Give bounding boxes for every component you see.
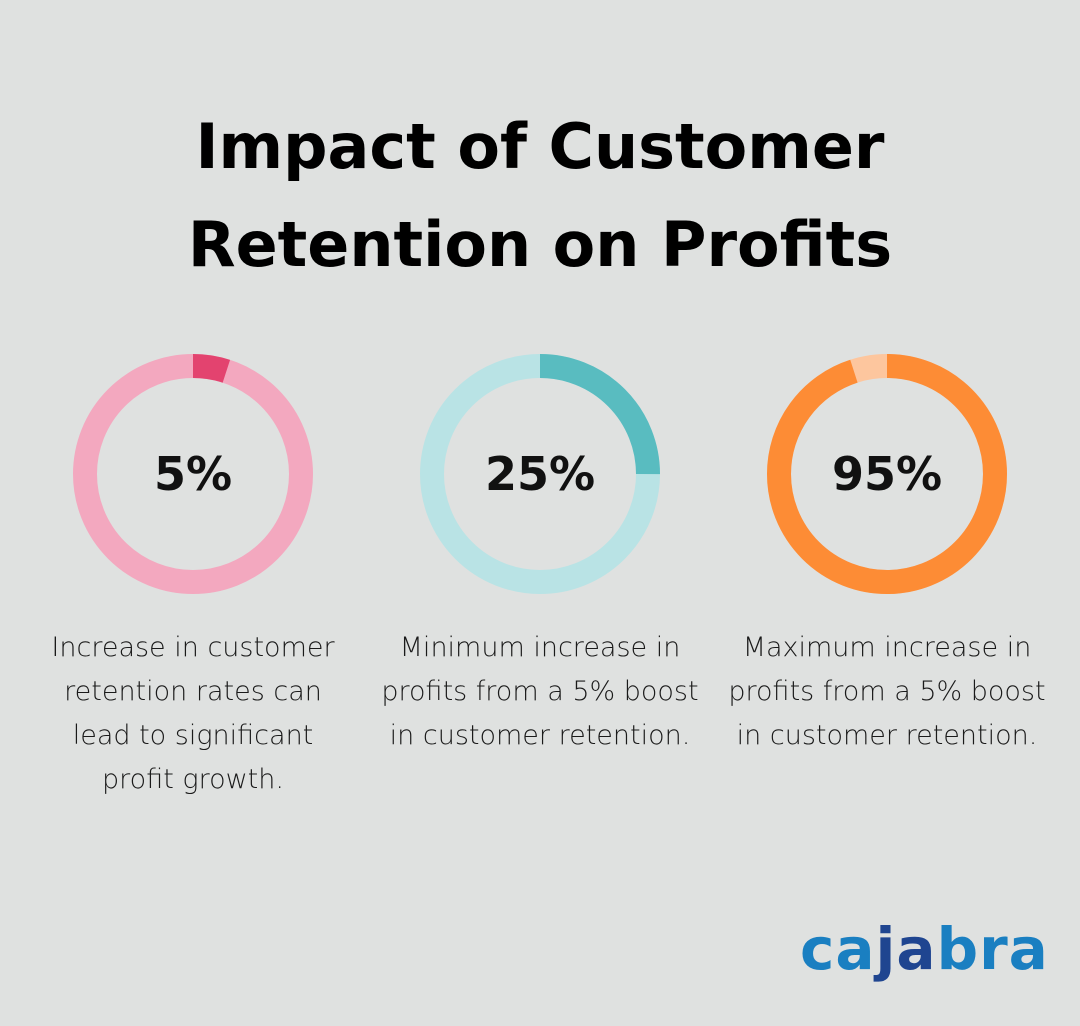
- description-3: Maximum increase in profits from a 5% bo…: [728, 632, 1046, 751]
- cajabra-logo: cajabra: [800, 915, 1049, 983]
- description-2: Minimum increase in profits from a 5% bo…: [381, 632, 699, 751]
- logo-part: ja: [875, 915, 937, 983]
- donut-value-label: 25%: [484, 447, 596, 501]
- donut-value-arc: [420, 354, 660, 594]
- donut-value-label: 5%: [153, 447, 233, 501]
- donut-svg: [73, 354, 313, 594]
- donut-svg: [767, 354, 1007, 594]
- title-line-2: Retention on Profits: [187, 208, 893, 281]
- donut-chart-2: 25%: [420, 354, 660, 594]
- page-title: Impact of Customer Retention on Profits: [0, 98, 1080, 294]
- donut-svg: [420, 354, 660, 594]
- donut-value-arc: [73, 354, 313, 594]
- donut-chart-3: 95%: [767, 354, 1007, 594]
- title-line-1: Impact of Customer: [195, 110, 885, 183]
- donut-chart-1: 5%: [73, 354, 313, 594]
- description-1: Increase in customer retention rates can…: [51, 632, 335, 795]
- donut-value-label: 95%: [831, 447, 943, 501]
- donut-value-arc: [767, 354, 1007, 594]
- logo-part: ca: [800, 915, 876, 983]
- logo-part: bra: [936, 915, 1049, 983]
